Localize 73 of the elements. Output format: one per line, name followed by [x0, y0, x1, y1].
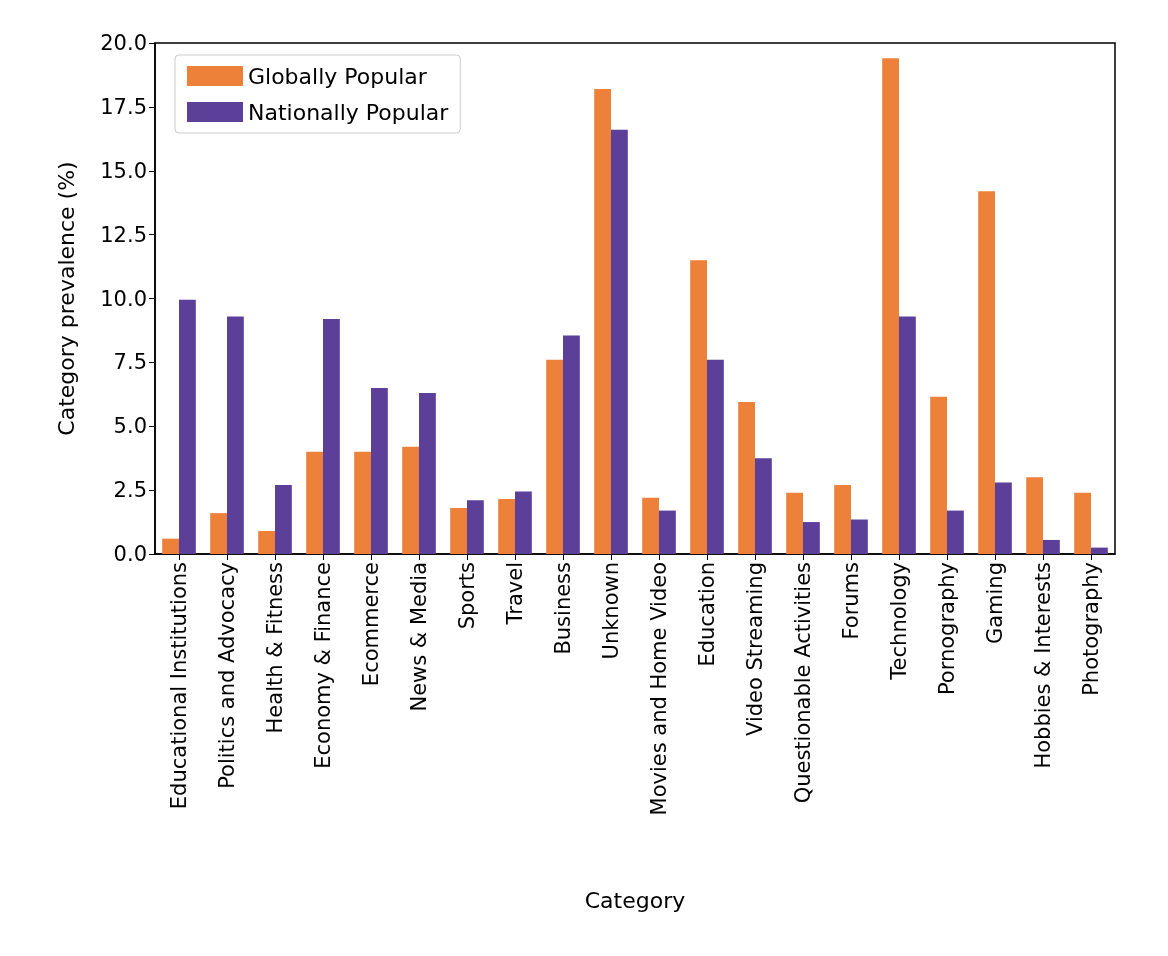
y-tick-label: 5.0	[113, 414, 147, 439]
x-tick-label: Movies and Home Video	[647, 562, 671, 816]
x-tick-label: Education	[695, 562, 719, 667]
bar	[498, 499, 515, 554]
x-tick-label: Technology	[887, 562, 911, 681]
bar	[371, 387, 388, 554]
x-tick-label: Travel	[503, 562, 527, 626]
bar	[402, 446, 419, 554]
bar	[978, 191, 995, 554]
bar	[738, 401, 755, 554]
x-tick-label: Business	[551, 562, 575, 655]
y-tick-label: 0.0	[113, 542, 147, 566]
x-tick-label: Pornography	[935, 562, 959, 696]
bar	[563, 335, 580, 554]
y-tick-label: 15.0	[100, 158, 147, 183]
bar	[755, 458, 772, 554]
y-tick-label: 17.5	[100, 94, 147, 119]
bar	[515, 491, 532, 554]
y-tick-label: 12.5	[100, 222, 147, 247]
bar	[162, 538, 179, 554]
y-tick-label: 2.5	[113, 478, 147, 503]
bar	[882, 58, 899, 554]
bar	[275, 485, 292, 554]
legend-label: Nationally Popular	[248, 99, 450, 125]
bar	[450, 508, 467, 554]
y-tick-label: 20.0	[100, 31, 147, 55]
bar	[227, 316, 244, 554]
bar	[467, 500, 484, 554]
x-tick-label: Health & Fitness	[263, 562, 287, 734]
y-axis-title: Category prevalence (%)	[53, 161, 79, 436]
x-tick-label: Politics and Advocacy	[215, 562, 239, 789]
x-tick-label: Unknown	[599, 562, 623, 660]
y-tick-label: 7.5	[113, 350, 147, 375]
bar	[210, 513, 227, 554]
bar	[947, 510, 964, 554]
bar	[659, 510, 676, 554]
bar	[642, 497, 659, 554]
bar	[354, 451, 371, 554]
bar	[690, 260, 707, 554]
x-tick-label: Hobbies & Interests	[1031, 562, 1055, 769]
bar	[323, 318, 340, 554]
bar	[707, 359, 724, 554]
x-tick-label: Photography	[1079, 562, 1103, 696]
x-tick-label: Sports	[455, 562, 479, 630]
bar	[306, 451, 323, 554]
bar	[1091, 547, 1108, 554]
x-tick-label: Educational Institutions	[167, 562, 191, 810]
x-tick-label: News & Media	[407, 562, 431, 712]
x-tick-label: Ecommerce	[359, 562, 383, 687]
bar	[834, 485, 851, 554]
y-tick-label: 10.0	[100, 286, 147, 311]
bar	[899, 316, 916, 554]
bar	[786, 492, 803, 554]
x-tick-label: Forums	[839, 562, 863, 640]
bar	[995, 482, 1012, 554]
bar	[1026, 477, 1043, 554]
bar	[803, 522, 820, 554]
bar	[546, 359, 563, 554]
x-tick-label: Video Streaming	[743, 562, 767, 736]
bar	[930, 396, 947, 554]
bar	[611, 129, 628, 554]
bar	[594, 88, 611, 554]
x-axis-title: Category	[584, 887, 686, 913]
x-tick-label: Gaming	[983, 562, 1007, 645]
bar	[179, 299, 196, 554]
x-tick-label: Questionable Activities	[791, 562, 815, 804]
x-tick-label: Economy & Finance	[311, 562, 335, 769]
bar	[851, 519, 868, 554]
bar	[1043, 539, 1060, 554]
bar	[258, 531, 275, 554]
bar	[419, 393, 436, 554]
legend-label: Globally Popular	[248, 63, 428, 89]
bar	[1074, 492, 1091, 554]
